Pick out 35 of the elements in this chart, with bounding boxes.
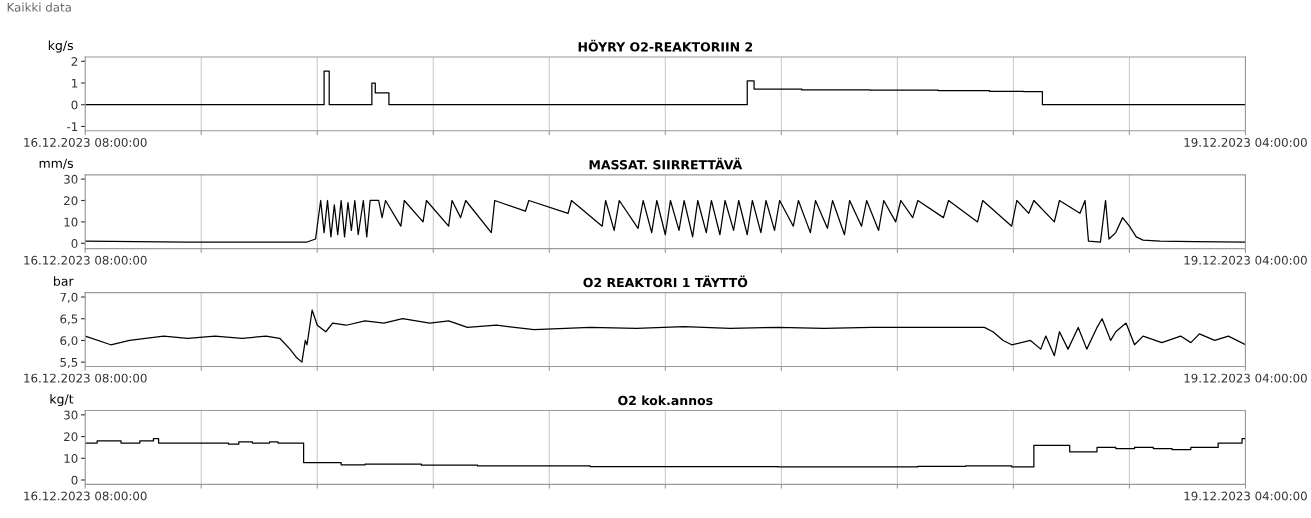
y-tick-label: 5,5 [60,358,78,368]
y-axis-title: kg/s [48,40,73,53]
y-tick-label: 30 [64,410,78,420]
y-tick-label: 10 [64,217,78,227]
y-tick-label: 10 [64,454,78,463]
x-tick-label: 19.12.2023 04:00:00 [1184,255,1307,265]
x-tick-label: 16.12.2023 08:00:00 [24,255,147,265]
y-axis-title: bar [54,276,74,286]
y-tick-label: 0 [71,100,78,110]
y-tick-label: 20 [64,196,78,206]
x-tick-label: 19.12.2023 04:00:00 [1184,491,1307,501]
chart-title: O2 kok.annos [618,395,713,406]
y-tick-label: 30 [64,174,78,184]
chart-title: MASSAT. SIIRRETTÄVÄ [589,157,743,170]
x-tick-label: 19.12.2023 04:00:00 [1184,373,1307,383]
y-tick-label: -1 [67,122,78,131]
y-tick-label: 1 [72,78,78,88]
y-tick-label: 2 [71,57,78,66]
y-axis-title: kg/t [50,393,74,407]
line-series [85,309,1246,363]
y-tick-label: 0 [71,475,78,485]
x-tick-label: 19.12.2023 04:00:00 [1184,137,1307,147]
y-tick-label: 20 [64,432,78,442]
chart-title: HÖYRY O2-REAKTORIIN 2 [578,39,753,52]
chart-title: O2 REAKTORI 1 TÄYTTÖ [583,275,748,288]
line-series [85,199,1246,243]
x-tick-label: 16.12.2023 08:00:00 [24,491,147,501]
y-tick-label: 6,5 [60,314,78,325]
x-tick-label: 16.12.2023 08:00:00 [24,137,147,147]
y-tick-label: 7,0 [60,292,78,303]
text: Kaikki data [7,2,71,12]
y-tick-label: 6,0 [60,336,78,347]
y-tick-label: 0 [71,239,78,248]
y-axis-title: mm/s [39,158,74,169]
x-tick-label: 16.12.2023 08:00:00 [24,373,147,383]
